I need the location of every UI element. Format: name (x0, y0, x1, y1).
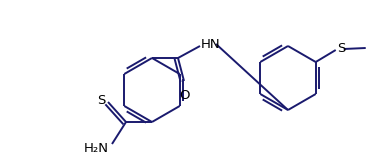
Text: O: O (180, 89, 190, 102)
Text: H₂N: H₂N (84, 143, 109, 155)
Text: S: S (97, 94, 105, 107)
Text: HN: HN (201, 39, 221, 52)
Text: S: S (337, 43, 345, 55)
